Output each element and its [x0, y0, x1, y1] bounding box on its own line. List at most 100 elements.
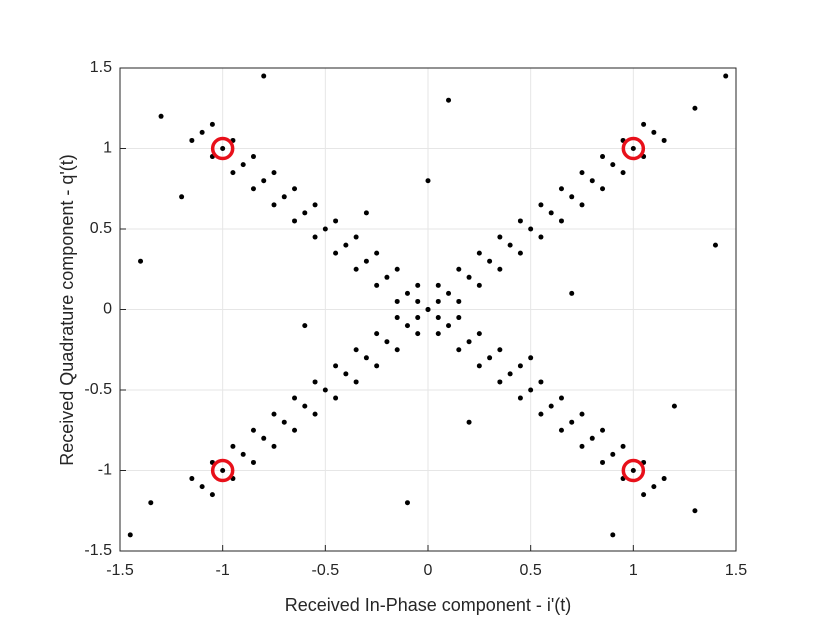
sample-point — [415, 298, 421, 304]
sample-point — [312, 411, 318, 417]
sample-point — [497, 266, 503, 272]
sample-point — [394, 266, 400, 272]
sample-point — [456, 298, 462, 304]
sample-point — [446, 290, 452, 296]
sample-point — [528, 355, 534, 361]
sample-point — [517, 395, 523, 401]
sample-point — [343, 242, 349, 248]
x-tick-label: -1 — [216, 562, 230, 579]
reference-point — [621, 458, 646, 483]
sample-point — [138, 258, 144, 264]
x-tick-label: -1.5 — [106, 562, 134, 579]
sample-point — [600, 186, 606, 192]
sample-point — [374, 363, 380, 369]
sample-point — [497, 347, 503, 353]
sample-point — [292, 395, 298, 401]
sample-point — [394, 315, 400, 321]
sample-point — [641, 121, 647, 127]
sample-point — [374, 331, 380, 337]
sample-point — [548, 210, 554, 216]
sample-point — [271, 443, 277, 449]
sample-point — [281, 194, 287, 200]
sample-point — [333, 395, 339, 401]
sample-point — [446, 97, 452, 103]
sample-point — [261, 73, 267, 79]
sample-point — [230, 170, 236, 176]
sample-point — [312, 202, 318, 208]
sample-point — [579, 443, 585, 449]
sample-point — [353, 234, 359, 240]
y-tick-label: 0.5 — [90, 220, 112, 237]
sample-point — [384, 339, 390, 345]
x-tick-label: 0.5 — [520, 562, 542, 579]
sample-point — [507, 371, 513, 377]
sample-point — [179, 194, 185, 200]
reference-point — [210, 136, 235, 161]
sample-point — [415, 331, 421, 337]
y-tick-label: -0.5 — [84, 381, 112, 398]
sample-point — [641, 492, 647, 498]
sample-point — [456, 315, 462, 321]
sample-point — [661, 137, 667, 143]
sample-point — [692, 105, 698, 111]
x-axis-label: Received In-Phase component - i'(t) — [285, 595, 572, 615]
sample-point — [712, 242, 718, 248]
y-tick-label: -1.5 — [84, 542, 112, 559]
sample-point — [569, 419, 575, 425]
sample-point — [476, 282, 482, 288]
sample-point — [435, 282, 441, 288]
y-tick-label: 1.5 — [90, 59, 112, 76]
sample-point — [363, 210, 369, 216]
sample-point — [363, 258, 369, 264]
sample-point — [569, 194, 575, 200]
sample-point — [302, 403, 308, 409]
sample-point — [456, 347, 462, 353]
x-tick-label: 0 — [424, 562, 433, 579]
sample-point — [374, 282, 380, 288]
x-tick-label: 1 — [629, 562, 638, 579]
sample-point — [384, 274, 390, 280]
sample-point — [600, 154, 606, 160]
sample-point — [507, 242, 513, 248]
sample-point — [404, 290, 410, 296]
sample-point — [353, 266, 359, 272]
sample-point — [322, 226, 328, 232]
sample-point — [466, 274, 472, 280]
sample-point — [333, 218, 339, 224]
sample-point — [199, 129, 205, 135]
sample-point — [230, 443, 236, 449]
sample-point — [404, 323, 410, 329]
sample-point — [292, 427, 298, 433]
sample-point — [630, 146, 636, 151]
sample-point — [343, 371, 349, 377]
sample-point — [220, 146, 226, 151]
sample-point — [281, 419, 287, 425]
sample-point — [312, 379, 318, 385]
sample-point — [415, 315, 421, 321]
sample-point — [456, 266, 462, 272]
sample-point — [394, 347, 400, 353]
sample-point — [189, 476, 195, 482]
sample-point — [209, 121, 215, 127]
sample-point — [610, 162, 616, 168]
sample-point — [569, 290, 575, 296]
sample-point — [261, 178, 267, 184]
sample-point — [517, 250, 523, 256]
sample-point — [240, 451, 246, 457]
sample-point — [322, 387, 328, 393]
sample-point — [476, 250, 482, 256]
sample-point — [466, 339, 472, 345]
x-tick-label: -0.5 — [312, 562, 340, 579]
sample-point — [558, 218, 564, 224]
sample-point — [415, 282, 421, 288]
reference-point — [210, 458, 235, 483]
sample-point — [548, 403, 554, 409]
sample-point — [425, 307, 431, 312]
y-tick-label: -1 — [98, 462, 112, 479]
sample-point — [528, 226, 534, 232]
sample-point — [579, 411, 585, 417]
sample-point — [435, 298, 441, 304]
sample-point — [435, 331, 441, 337]
